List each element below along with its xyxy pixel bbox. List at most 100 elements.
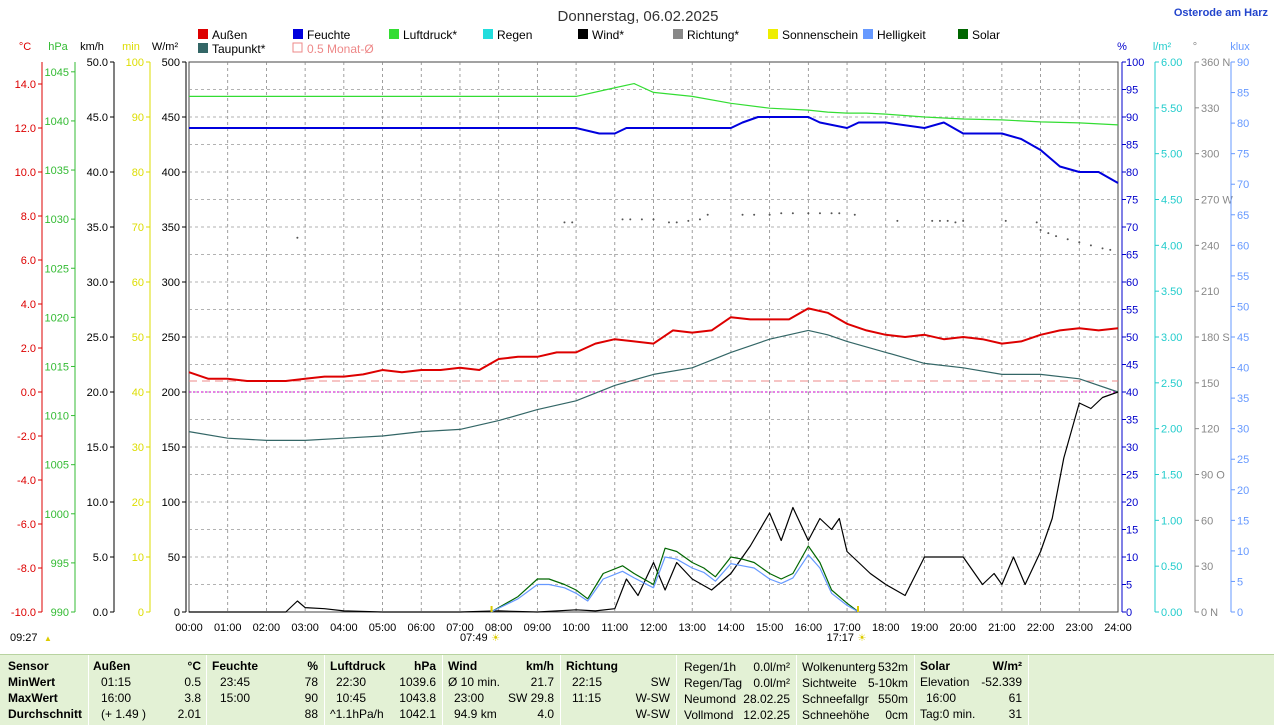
direction-point xyxy=(698,218,701,221)
tick-label-time: 17:00 xyxy=(833,622,861,634)
tick-label-temp: -8.0 xyxy=(17,563,36,575)
tick-label-press: 1030 xyxy=(45,214,69,226)
tick-label-sun: 70 xyxy=(132,222,144,234)
tick-label-temp: -4.0 xyxy=(17,475,36,487)
tick-label-wind: 30.0 xyxy=(87,277,108,289)
footer-sensor-header: Sensor xyxy=(8,659,49,673)
direction-point xyxy=(652,218,655,221)
direction-point xyxy=(954,221,957,224)
tick-label-time: 03:00 xyxy=(291,622,319,634)
tick-label-time: 14:00 xyxy=(717,622,745,634)
tick-label-wind: 0.0 xyxy=(93,607,108,619)
tick-label-sun: 60 xyxy=(132,277,144,289)
tick-label-lux: 0 xyxy=(1237,607,1243,619)
footer-label-avg: Durchschnitt xyxy=(8,707,83,721)
legend-swatch xyxy=(768,29,778,39)
tick-label-hum: 95 xyxy=(1126,85,1138,97)
series-au-en xyxy=(188,307,1119,382)
tick-label-press: 1000 xyxy=(45,509,69,521)
tick-label-temp: 10.0 xyxy=(15,167,36,179)
axis-title-rain: l/m² xyxy=(1153,41,1172,53)
legend-label: Luftdruck* xyxy=(403,28,457,42)
direction-point xyxy=(938,219,941,222)
direction-point xyxy=(931,219,934,222)
tick-label-wind: 50.0 xyxy=(87,57,108,69)
series-solar xyxy=(490,545,860,613)
tick-label-solar: 400 xyxy=(162,167,180,179)
tick-label-wind: 20.0 xyxy=(87,387,108,399)
tick-label-solar: 200 xyxy=(162,387,180,399)
legend-label: Helligkeit xyxy=(877,28,926,42)
footer-feuchte: Feuchte% 23:45 78 15:00 90 88 xyxy=(212,659,318,721)
footer-richtung: Richtung 22:15 SW 11:15 W-SW W-SW xyxy=(566,659,670,721)
direction-point xyxy=(640,218,643,221)
tick-label-rain: 1.50 xyxy=(1161,470,1182,482)
tick-label-rain: 0.00 xyxy=(1161,607,1182,619)
direction-point xyxy=(791,212,794,215)
tick-label-solar: 500 xyxy=(162,57,180,69)
tick-label-rain: 4.00 xyxy=(1161,240,1182,252)
tick-label-press: 1005 xyxy=(45,460,69,472)
axis-title-temp: °C xyxy=(19,41,31,53)
tick-label-rain: 5.00 xyxy=(1161,149,1182,161)
station-name[interactable]: Osterode am Harz xyxy=(1174,7,1269,19)
tick-label-lux: 70 xyxy=(1237,179,1249,191)
tick-label-hum: 55 xyxy=(1126,305,1138,317)
legend-swatch xyxy=(578,29,588,39)
tick-label-dir: 30 xyxy=(1201,561,1213,573)
footer-wind: Wind km/h Ø 10 min. 21.7 23:00 SW 29.8 94.9… xyxy=(448,659,554,721)
legend-swatch xyxy=(673,29,683,39)
tick-label-rain: 2.50 xyxy=(1161,378,1182,390)
legend-swatch xyxy=(293,29,303,39)
tick-label-temp: -6.0 xyxy=(17,519,36,531)
sunset-icon: ☀ xyxy=(858,633,867,644)
tick-label-rain: 5.50 xyxy=(1161,103,1182,115)
axis-title-press: hPa xyxy=(48,41,68,53)
tick-label-hum: 85 xyxy=(1126,140,1138,152)
tick-label-wind: 15.0 xyxy=(87,442,108,454)
series-feuchte xyxy=(189,116,1119,184)
tick-label-time: 24:00 xyxy=(1104,622,1132,634)
tick-label-rain: 3.00 xyxy=(1161,332,1182,344)
tick-label-sun: 10 xyxy=(132,552,144,564)
tick-label-hum: 15 xyxy=(1126,525,1138,537)
axis-title-wind: km/h xyxy=(80,41,104,53)
tick-label-time: 05:00 xyxy=(369,622,397,634)
tick-label-temp: 6.0 xyxy=(21,255,36,267)
chart-title: Donnerstag, 06.02.2025 xyxy=(558,8,719,25)
tick-label-sun: 80 xyxy=(132,167,144,179)
tick-label-rain: 1.00 xyxy=(1161,515,1182,527)
axes: 14.0 12.0 10.0 8.0 6.0 4.0 2.0 0.0 -2.0 -4.0 -6.0 -… xyxy=(11,41,1250,634)
tick-label-temp: 12.0 xyxy=(15,123,36,135)
tick-label-sun: 40 xyxy=(132,387,144,399)
direction-point xyxy=(1035,221,1038,224)
legend-label: Regen xyxy=(497,28,532,42)
direction-point xyxy=(741,213,744,216)
tick-label-hum: 50 xyxy=(1126,332,1138,344)
direction-point xyxy=(896,219,899,222)
footer-regen: Regen/1h 0.0l/m² Regen/Tag 0.0l/m² Neumond… xyxy=(684,660,790,722)
direction-point xyxy=(687,219,690,222)
tick-label-solar: 100 xyxy=(162,497,180,509)
tick-label-time: 22:00 xyxy=(1027,622,1055,634)
tick-label-solar: 300 xyxy=(162,277,180,289)
tick-label-lux: 55 xyxy=(1237,271,1249,283)
tick-label-solar: 350 xyxy=(162,222,180,234)
tick-label-wind: 40.0 xyxy=(87,167,108,179)
legend-swatch xyxy=(292,42,303,53)
tick-label-press: 1040 xyxy=(45,116,69,128)
tick-label-temp: -10.0 xyxy=(11,607,36,619)
legend-swatch xyxy=(198,43,208,53)
sunrise-label: 07:49 xyxy=(460,632,488,644)
tick-label-time: 07:00 xyxy=(446,622,474,634)
series-wind xyxy=(189,391,1119,613)
tick-label-rain: 6.00 xyxy=(1161,57,1182,69)
tick-label-lux: 40 xyxy=(1237,363,1249,375)
direction-point xyxy=(768,213,771,216)
moonrise-label: 09:27 xyxy=(10,632,38,644)
direction-point xyxy=(667,221,670,224)
tick-label-dir: 240 xyxy=(1201,240,1219,252)
tick-label-hum: 30 xyxy=(1126,442,1138,454)
tick-label-rain: 2.00 xyxy=(1161,424,1182,436)
tick-label-sun: 50 xyxy=(132,332,144,344)
